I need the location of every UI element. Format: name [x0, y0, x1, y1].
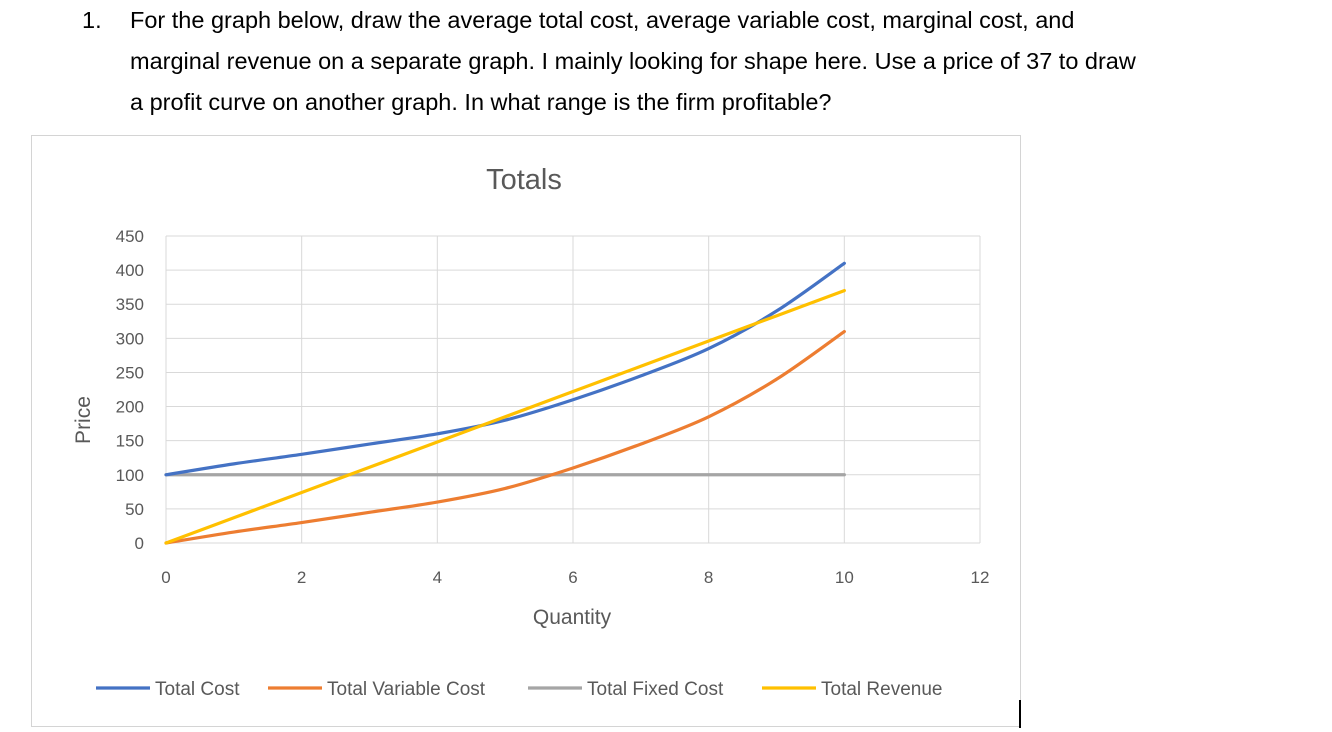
legend-label-total-variable-cost: Total Variable Cost [327, 679, 486, 700]
x-tick-label: 2 [297, 568, 306, 587]
question-number: 1. [82, 7, 102, 33]
chart-frame[interactable] [31, 135, 1021, 727]
y-tick-label: 450 [116, 227, 144, 246]
y-tick-label: 50 [125, 500, 144, 519]
x-tick-label: 0 [161, 568, 170, 587]
legend-label-total-revenue: Total Revenue [821, 679, 942, 700]
x-tick-label: 8 [704, 568, 713, 587]
y-tick-label: 150 [116, 432, 144, 451]
y-tick-label: 400 [116, 261, 144, 280]
x-tick-label: 10 [835, 568, 854, 587]
series-line-total-variable-cost [164, 329, 846, 545]
legend: Total Cost Total Variable Cost Total Fixed… [96, 679, 942, 700]
series-line-total-revenue [164, 288, 846, 545]
chart-title: Totals [486, 164, 562, 196]
text-cursor [1019, 700, 1021, 728]
x-tick-label: 6 [568, 568, 577, 587]
x-tick-label: 12 [971, 568, 990, 587]
question-line: marginal revenue on a separate graph. I … [130, 48, 1136, 74]
y-tick-label: 350 [116, 295, 144, 314]
legend-label-total-fixed-cost: Total Fixed Cost [587, 679, 724, 700]
y-axis-title: Price [72, 396, 95, 444]
y-tick-label: 200 [116, 398, 144, 417]
x-axis-title: Quantity [533, 606, 612, 629]
y-tick-label: 250 [116, 363, 144, 382]
x-tick-label: 4 [433, 568, 442, 587]
y-tick-label: 300 [116, 329, 144, 348]
question-text: For the graph below, draw the average to… [130, 0, 1320, 123]
question-line: a profit curve on another graph. In what… [130, 89, 832, 115]
y-tick-label: 100 [116, 466, 144, 485]
y-tick-label: 0 [135, 534, 144, 553]
tick-labels: 0 50 100 150 200 250 300 350 400 450 0 2 4 6 8 10 12 [116, 227, 990, 587]
series-line-total-cost [164, 261, 846, 477]
legend-label-total-cost: Total Cost [155, 679, 240, 700]
series-lines [164, 261, 846, 545]
question-line: For the graph below, draw the average to… [130, 7, 1075, 33]
